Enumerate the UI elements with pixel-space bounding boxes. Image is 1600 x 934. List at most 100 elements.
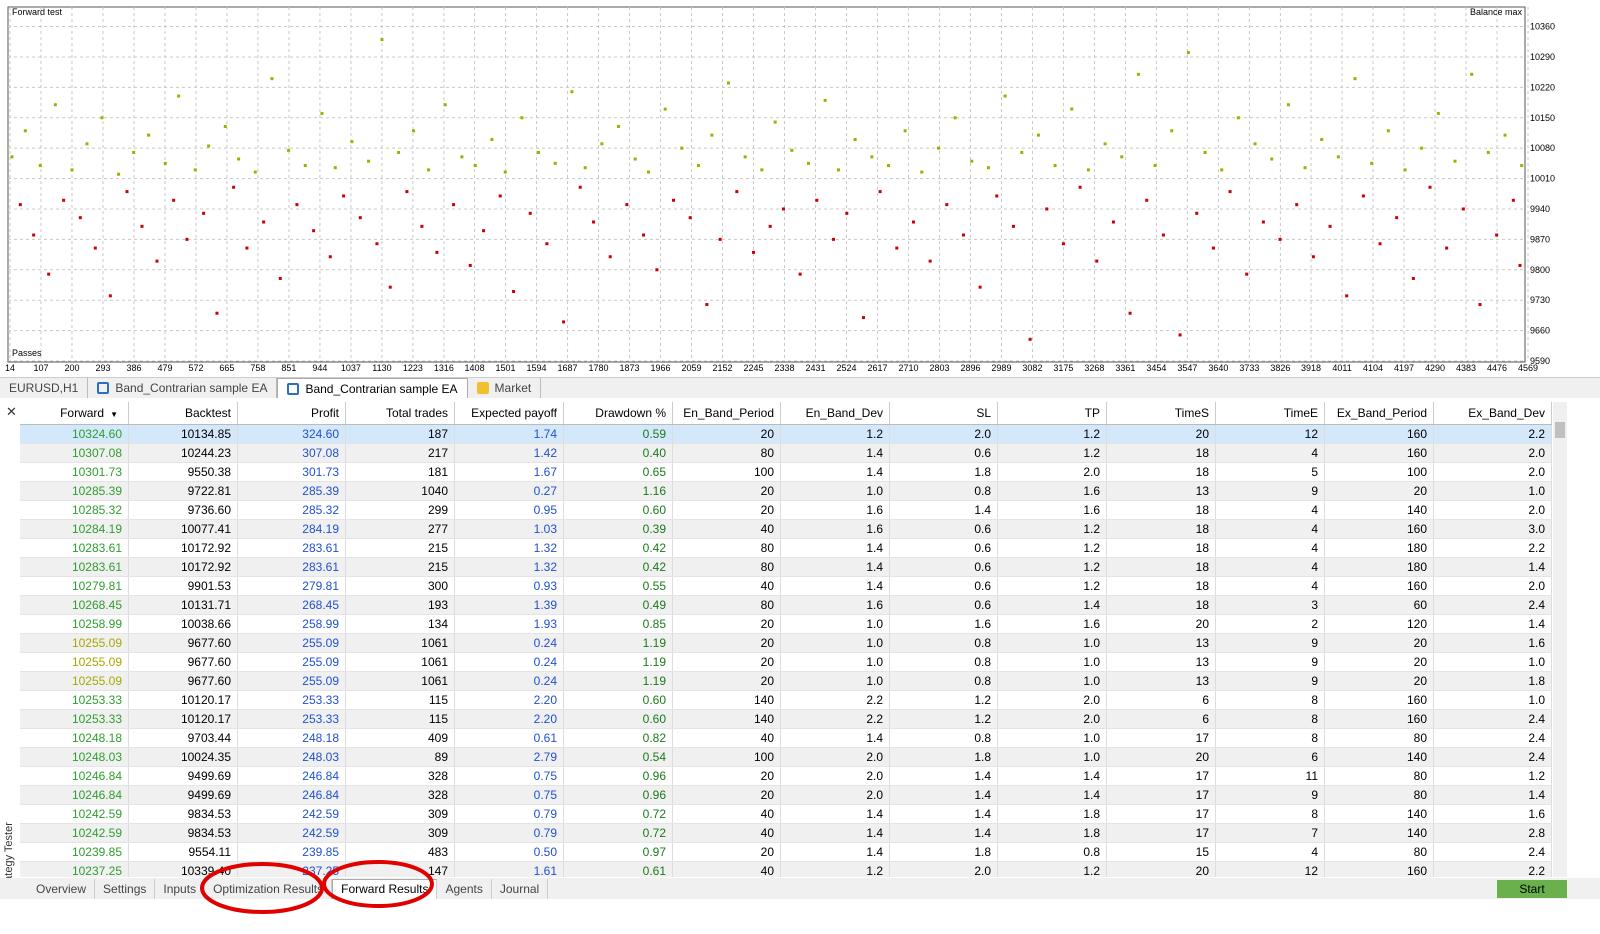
table-cell: 1.4 bbox=[780, 728, 890, 748]
column-header[interactable]: Expected payoff bbox=[454, 402, 564, 425]
column-header[interactable]: Profit bbox=[237, 402, 346, 425]
table-row[interactable]: 10253.33 10120.17 253.33 115 2.20 0.60 140 2.2 1… bbox=[20, 690, 1552, 710]
table-row[interactable]: 10284.19 10077.41 284.19 277 1.03 0.39 40 1.6 0.… bbox=[20, 519, 1552, 539]
table-row[interactable]: 10237.25 10339.40 237.25 147 1.61 0.61 40 1.2 2.… bbox=[20, 861, 1552, 877]
column-header[interactable]: En_Band_Dev bbox=[780, 402, 890, 425]
table-cell: 40 bbox=[672, 861, 781, 877]
table-cell: 20 bbox=[1324, 671, 1434, 691]
scatter-point bbox=[1095, 259, 1099, 263]
scatter-point bbox=[870, 155, 874, 159]
table-row[interactable]: 10239.85 9554.11 239.85 483 0.50 0.97 20 1.4 1.8… bbox=[20, 842, 1552, 862]
column-header[interactable]: En_Band_Period bbox=[672, 402, 781, 425]
table-cell: 10239.85 bbox=[20, 842, 129, 862]
table-cell: 1.42 bbox=[454, 443, 564, 463]
tab[interactable]: EURUSD,H1 bbox=[0, 378, 89, 398]
column-header[interactable]: SL bbox=[889, 402, 998, 425]
table-row[interactable]: 10246.84 9499.69 246.84 328 0.75 0.96 20 2.0 1.4… bbox=[20, 766, 1552, 786]
x-tick-label: 1780 bbox=[589, 363, 609, 373]
tab-label: Optimization Results bbox=[213, 881, 324, 896]
column-header[interactable]: Ex_Band_Period bbox=[1324, 402, 1434, 425]
table-row[interactable]: 10255.09 9677.60 255.09 1061 0.24 1.19 20 1.0 0.… bbox=[20, 671, 1552, 691]
tab[interactable]: Band_Contrarian sample EA bbox=[277, 378, 468, 398]
scatter-point bbox=[1053, 164, 1057, 168]
table-row[interactable]: 10248.03 10024.35 248.03 89 2.79 0.54 100 2.0 1.… bbox=[20, 747, 1552, 767]
table-row[interactable]: 10246.84 9499.69 246.84 328 0.75 0.96 20 2.0 1.4… bbox=[20, 785, 1552, 805]
scrollbar[interactable] bbox=[1553, 402, 1567, 877]
table-row[interactable]: 10242.59 9834.53 242.59 309 0.79 0.72 40 1.4 1.4… bbox=[20, 804, 1552, 824]
table-cell: 1.4 bbox=[780, 823, 890, 843]
table-cell: 0.61 bbox=[563, 861, 673, 877]
column-header[interactable]: TP bbox=[997, 402, 1107, 425]
column-header[interactable]: Total trades bbox=[345, 402, 455, 425]
table-cell: 2.0 bbox=[1433, 462, 1552, 482]
start-button[interactable]: Start bbox=[1497, 880, 1567, 898]
x-tick-label: 2059 bbox=[682, 363, 702, 373]
bottom-tab[interactable]: Forward Results bbox=[332, 878, 438, 899]
table-cell: 100 bbox=[672, 462, 781, 482]
bottom-tab[interactable]: Journal bbox=[492, 878, 549, 899]
table-row[interactable]: 10255.09 9677.60 255.09 1061 0.24 1.19 20 1.0 0.… bbox=[20, 633, 1552, 653]
table-row[interactable]: 10253.33 10120.17 253.33 115 2.20 0.60 140 2.2 1… bbox=[20, 709, 1552, 729]
scatter-point bbox=[928, 259, 932, 263]
table-row[interactable]: 10324.60 10134.85 324.60 187 1.74 0.59 20 1.2 2.… bbox=[20, 424, 1552, 444]
table-cell: 0.6 bbox=[889, 576, 998, 596]
column-header[interactable]: Forward ▼ bbox=[20, 402, 129, 425]
scatter-point bbox=[380, 38, 384, 42]
table-cell: 1.0 bbox=[1433, 690, 1552, 710]
column-header[interactable]: Ex_Band_Dev bbox=[1433, 402, 1552, 425]
table-row[interactable]: 10301.73 9550.38 301.73 181 1.67 0.65 100 1.4 1.… bbox=[20, 462, 1552, 482]
table-row[interactable]: 10285.39 9722.81 285.39 1040 0.27 1.16 20 1.0 0.… bbox=[20, 481, 1552, 501]
column-header[interactable]: Backtest bbox=[128, 402, 238, 425]
close-button[interactable]: ✕ bbox=[6, 404, 17, 419]
bottom-tab[interactable]: Overview bbox=[28, 878, 96, 899]
table-row[interactable]: 10307.08 10244.23 307.08 217 1.42 0.40 80 1.4 0.… bbox=[20, 443, 1552, 463]
table-cell: 115 bbox=[345, 709, 455, 729]
table-cell: 1.4 bbox=[997, 766, 1107, 786]
table-cell: 1.4 bbox=[997, 785, 1107, 805]
column-header[interactable]: Drawdown % bbox=[563, 402, 673, 425]
tab-label: Agents bbox=[445, 881, 483, 896]
scatter-point bbox=[53, 103, 57, 107]
top-tab-bar: EURUSD,H1 Band_Contrarian sample EA Band… bbox=[0, 377, 1600, 398]
table-cell: 60 bbox=[1324, 595, 1434, 615]
table-cell: 242.59 bbox=[237, 823, 346, 843]
x-tick-label: 2245 bbox=[743, 363, 763, 373]
bottom-tab[interactable]: Settings bbox=[95, 878, 156, 899]
table-row[interactable]: 10285.32 9736.60 285.32 299 0.95 0.60 20 1.6 1.4… bbox=[20, 500, 1552, 520]
scroll-thumb[interactable] bbox=[1555, 422, 1565, 438]
tab[interactable]: Band_Contrarian sample EA bbox=[88, 378, 278, 398]
bottom-tab[interactable]: Optimization Results bbox=[205, 878, 333, 899]
table-cell: 0.96 bbox=[563, 785, 673, 805]
table-cell: 301.73 bbox=[237, 462, 346, 482]
bottom-tab[interactable]: Inputs bbox=[155, 878, 206, 899]
table-row[interactable]: 10279.81 9901.53 279.81 300 0.93 0.55 40 1.4 0.6… bbox=[20, 576, 1552, 596]
table-row[interactable]: 10268.45 10131.71 268.45 193 1.39 0.49 80 1.6 0.… bbox=[20, 595, 1552, 615]
scatter-point bbox=[1336, 155, 1340, 159]
tab[interactable]: Market bbox=[468, 378, 542, 398]
scatter-point bbox=[1195, 211, 1199, 215]
scatter-point bbox=[760, 168, 764, 172]
table-cell: 160 bbox=[1324, 424, 1434, 444]
scatter-point bbox=[443, 103, 447, 107]
table-row[interactable]: 10283.61 10172.92 283.61 215 1.32 0.42 80 1.4 0.… bbox=[20, 557, 1552, 577]
table-row[interactable]: 10242.59 9834.53 242.59 309 0.79 0.72 40 1.4 1.4… bbox=[20, 823, 1552, 843]
table-cell: 6 bbox=[1106, 709, 1216, 729]
table-cell: 0.65 bbox=[563, 462, 673, 482]
table-cell: 1.0 bbox=[1433, 481, 1552, 501]
scatter-point bbox=[358, 216, 362, 220]
bottom-tab[interactable]: Agents bbox=[437, 878, 492, 899]
table-cell: 1.2 bbox=[997, 424, 1107, 444]
scatter-point bbox=[397, 151, 401, 155]
table-cell: 217 bbox=[345, 443, 455, 463]
table-row[interactable]: 10258.99 10038.66 258.99 134 1.93 0.85 20 1.0 1.… bbox=[20, 614, 1552, 634]
tab-label: Overview bbox=[36, 881, 87, 896]
column-header[interactable]: TimeE bbox=[1215, 402, 1325, 425]
scatter-point bbox=[570, 90, 574, 94]
table-cell: 215 bbox=[345, 538, 455, 558]
scatter-point bbox=[528, 211, 532, 215]
table-row[interactable]: 10283.61 10172.92 283.61 215 1.32 0.42 80 1.4 0.… bbox=[20, 538, 1552, 558]
table-row[interactable]: 10248.18 9703.44 248.18 409 0.61 0.82 40 1.4 0.8… bbox=[20, 728, 1552, 748]
table-cell: 1.19 bbox=[563, 671, 673, 691]
table-row[interactable]: 10255.09 9677.60 255.09 1061 0.24 1.19 20 1.0 0.… bbox=[20, 652, 1552, 672]
column-header[interactable]: TimeS bbox=[1106, 402, 1216, 425]
